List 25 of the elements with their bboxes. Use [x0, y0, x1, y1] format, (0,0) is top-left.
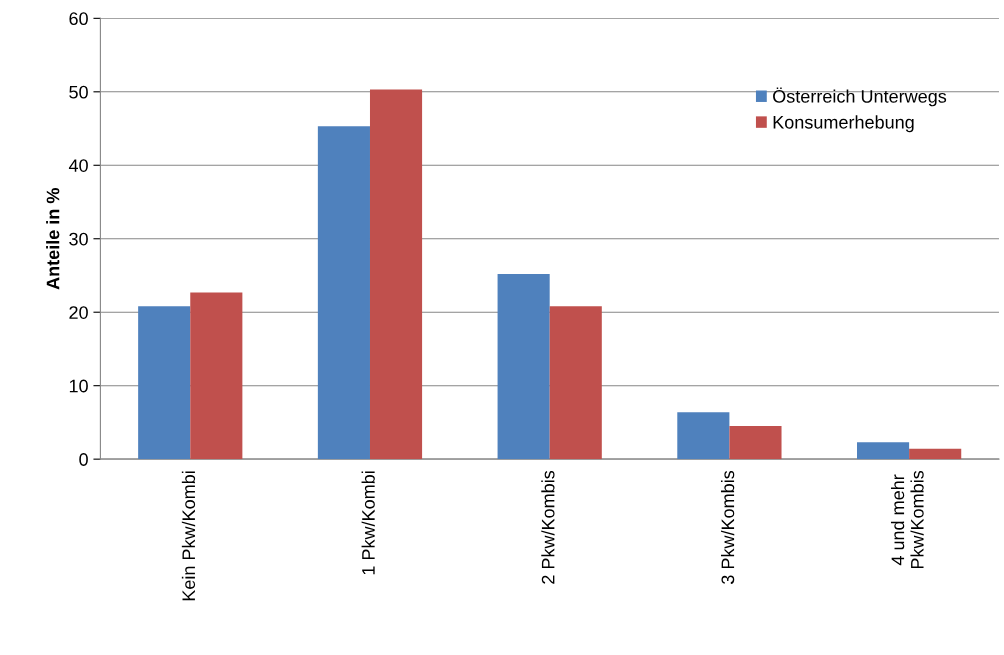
- x-tick-label: Kein Pkw/Kombi: [181, 471, 196, 601]
- bar: [317, 126, 370, 460]
- y-tick-label: 10: [69, 379, 88, 393]
- bar: [909, 448, 962, 460]
- bar: [138, 306, 191, 460]
- x-tick-label: 3 Pkw/Kombis: [720, 470, 735, 584]
- bar: [729, 426, 782, 460]
- bar: [549, 306, 602, 460]
- y-tick-label: 40: [68, 159, 88, 172]
- y-axis-title: Anteile in %: [46, 188, 60, 290]
- x-tick-label: 2 Pkw/Kombis: [541, 470, 555, 584]
- legend-label: Österreich Unterwegs: [773, 87, 947, 107]
- x-tick-label: 1 Pkw/Kombi: [361, 471, 375, 575]
- bar: [190, 292, 243, 460]
- bar: [369, 89, 423, 460]
- y-tick-label: 50: [69, 85, 88, 99]
- legend-label: Konsumerhebung: [773, 115, 914, 133]
- y-tick-label: 60: [69, 12, 88, 26]
- y-tick-label: 30: [69, 232, 88, 246]
- y-tick-label: 20: [69, 306, 88, 319]
- bar: [497, 274, 550, 460]
- y-tick-label: 0: [79, 453, 88, 466]
- x-tick-label: 4 und mehr Pkw/Kombis: [890, 470, 924, 569]
- bar: [677, 412, 730, 460]
- bar: [857, 442, 910, 460]
